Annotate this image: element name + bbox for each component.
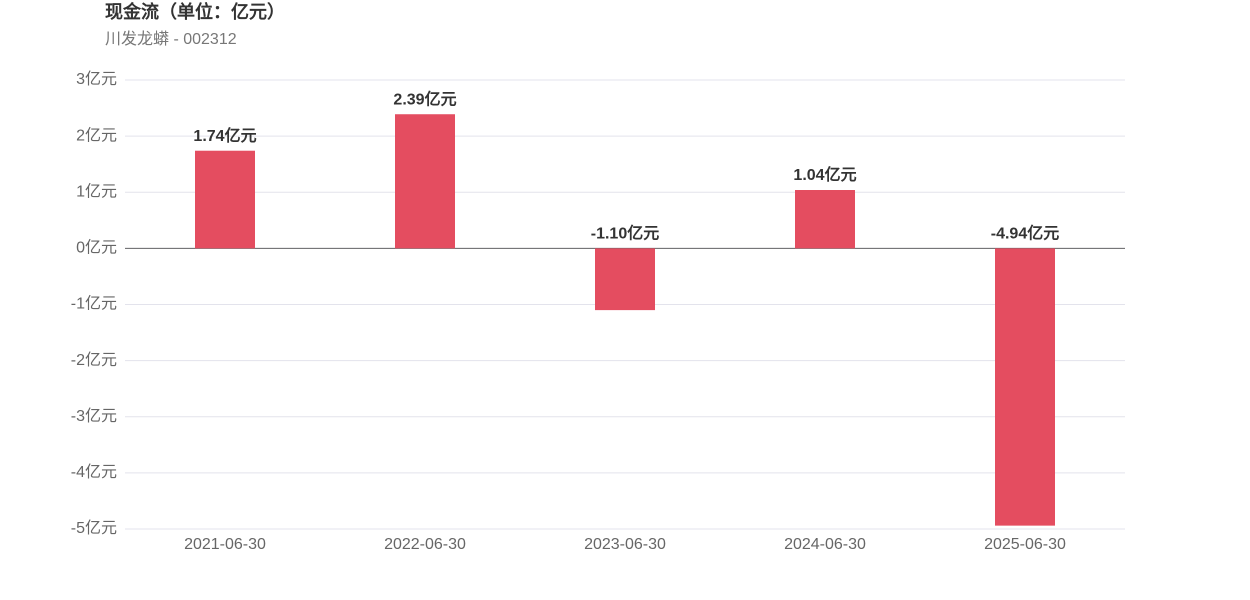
bar bbox=[395, 114, 455, 249]
bar bbox=[795, 190, 855, 249]
bar bbox=[995, 248, 1055, 526]
x-tick-label: 2023-06-30 bbox=[584, 536, 666, 553]
bar bbox=[195, 150, 255, 249]
value-label: 2.39亿元 bbox=[393, 89, 456, 108]
bar bbox=[595, 248, 655, 311]
value-label: -1.10亿元 bbox=[591, 224, 659, 243]
y-tick-label: -2亿元 bbox=[71, 351, 117, 369]
x-tick-label: 2024-06-30 bbox=[784, 536, 866, 553]
x-tick-label: 2021-06-30 bbox=[184, 536, 266, 553]
value-label: 1.74亿元 bbox=[193, 126, 256, 145]
y-tick-label: -4亿元 bbox=[71, 463, 117, 481]
value-label: 1.04亿元 bbox=[793, 165, 856, 184]
value-label: -4.94亿元 bbox=[991, 224, 1059, 243]
y-tick-label: -1亿元 bbox=[71, 295, 117, 313]
y-tick-label: 2亿元 bbox=[76, 126, 117, 144]
y-tick-label: -3亿元 bbox=[71, 407, 117, 425]
x-tick-label: 2025-06-30 bbox=[984, 536, 1066, 553]
y-tick-label: 0亿元 bbox=[76, 239, 117, 257]
chart-title: 现金流（单位：亿元） bbox=[105, 1, 285, 22]
y-tick-label: 1亿元 bbox=[76, 182, 117, 200]
y-tick-label: 3亿元 bbox=[76, 70, 117, 88]
chart-subtitle: 川发龙蟒 - 002312 bbox=[105, 30, 237, 48]
x-tick-label: 2022-06-30 bbox=[384, 536, 466, 553]
y-tick-label: -5亿元 bbox=[71, 519, 117, 537]
